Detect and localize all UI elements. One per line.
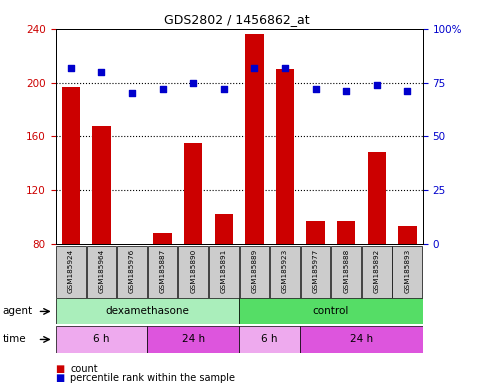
- Bar: [301, 246, 330, 298]
- Point: [342, 88, 350, 94]
- Bar: [368, 152, 386, 244]
- Bar: [148, 246, 177, 298]
- Text: ■: ■: [56, 373, 65, 383]
- Text: GSM185888: GSM185888: [343, 248, 349, 293]
- Bar: [56, 326, 147, 353]
- Point: [373, 82, 381, 88]
- Text: GSM185890: GSM185890: [190, 248, 196, 293]
- Text: GSM185976: GSM185976: [129, 248, 135, 293]
- Text: GSM185892: GSM185892: [374, 248, 380, 293]
- Bar: [56, 246, 85, 298]
- Point: [67, 65, 75, 71]
- Bar: [393, 246, 422, 298]
- Text: GSM185893: GSM185893: [404, 248, 411, 293]
- Point: [159, 86, 167, 92]
- Point: [281, 65, 289, 71]
- Text: GSM185887: GSM185887: [159, 248, 166, 293]
- Text: time: time: [2, 334, 26, 344]
- Bar: [154, 233, 172, 244]
- Text: GSM185923: GSM185923: [282, 248, 288, 293]
- Bar: [300, 326, 423, 353]
- Bar: [337, 221, 355, 244]
- Bar: [270, 246, 300, 298]
- Point: [220, 86, 227, 92]
- Bar: [184, 143, 202, 244]
- Point: [128, 90, 136, 96]
- Bar: [276, 69, 294, 244]
- Text: GSM185964: GSM185964: [99, 248, 104, 293]
- Point: [98, 69, 105, 75]
- Bar: [147, 326, 239, 353]
- Text: GSM185977: GSM185977: [313, 248, 319, 293]
- Bar: [239, 326, 300, 353]
- Text: GSM185924: GSM185924: [68, 248, 74, 293]
- Point: [403, 88, 411, 94]
- Text: 24 h: 24 h: [350, 334, 373, 344]
- Text: dexamethasone: dexamethasone: [105, 306, 189, 316]
- Bar: [331, 246, 361, 298]
- Text: GSM185891: GSM185891: [221, 248, 227, 293]
- Text: GSM185889: GSM185889: [251, 248, 257, 293]
- Text: percentile rank within the sample: percentile rank within the sample: [70, 373, 235, 383]
- Text: 6 h: 6 h: [261, 334, 278, 344]
- Text: 24 h: 24 h: [182, 334, 205, 344]
- Bar: [398, 227, 416, 244]
- Bar: [178, 246, 208, 298]
- Bar: [86, 246, 116, 298]
- Bar: [62, 87, 80, 244]
- Bar: [245, 34, 264, 244]
- Text: ■: ■: [56, 364, 65, 374]
- Text: control: control: [313, 306, 349, 316]
- Text: count: count: [70, 364, 98, 374]
- Bar: [240, 246, 269, 298]
- Bar: [92, 126, 111, 244]
- Bar: [117, 246, 147, 298]
- Text: GDS2802 / 1456862_at: GDS2802 / 1456862_at: [164, 13, 310, 26]
- Bar: [362, 246, 392, 298]
- Text: agent: agent: [2, 306, 32, 316]
- Bar: [56, 298, 239, 324]
- Point: [312, 86, 319, 92]
- Bar: [209, 246, 239, 298]
- Text: 6 h: 6 h: [93, 334, 110, 344]
- Point: [251, 65, 258, 71]
- Bar: [306, 221, 325, 244]
- Point: [189, 79, 197, 86]
- Bar: [214, 214, 233, 244]
- Bar: [239, 298, 423, 324]
